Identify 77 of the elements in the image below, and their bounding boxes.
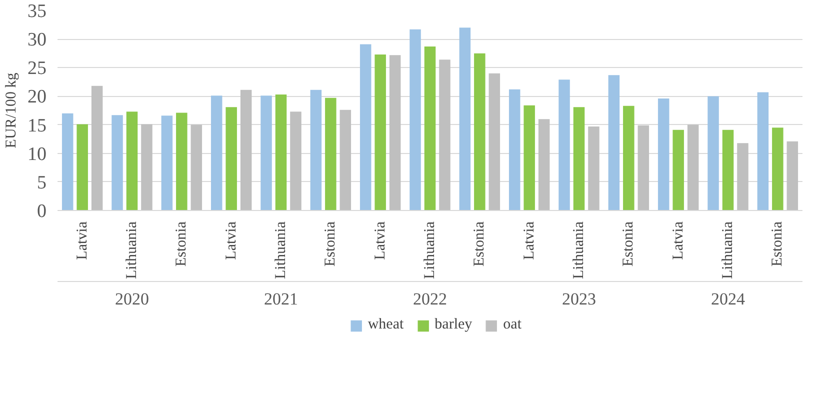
x-tick-label: Estonia [322,221,339,266]
bar [91,86,103,210]
y-tick-label: 30 [28,30,46,51]
bar [62,113,74,210]
bar [772,128,784,210]
bar [538,119,550,210]
bar [374,54,386,210]
bar [573,107,585,210]
text: 2021 [264,290,298,308]
x-tick-label: Latvia [372,221,388,260]
legend-label: barley [434,316,472,334]
bar [558,80,570,210]
x-tick-label: Estonia [472,221,488,266]
y-tick-label: 0 [37,201,46,222]
bar [190,124,202,210]
y-axis-title: EUR/100 kg [4,72,20,148]
bar [658,98,670,210]
bar [226,107,237,210]
bar [112,115,123,210]
bar [708,96,719,210]
x-tick-label: Lithuania [273,221,289,279]
bar [722,130,734,210]
x-tick-label: Latvia [223,221,240,260]
text: 2024 [711,290,746,308]
bar [141,124,152,210]
bar [240,90,252,210]
bar [672,130,684,210]
y-tick-label: 20 [28,86,46,108]
bar [439,60,450,210]
bar [340,110,352,210]
y-tick-label: 35 [28,1,46,22]
text: 2020 [115,290,149,308]
x-tick-label: Lithuania [422,221,438,279]
bar [389,55,401,210]
y-tick-label: 15 [28,115,46,136]
y-tick-label: 25 [28,58,46,80]
bar [508,89,520,210]
bar [786,141,798,210]
bar [638,125,650,210]
bar [176,112,188,210]
bar [275,94,287,210]
y-tick-label: 10 [28,144,46,165]
bar [126,112,138,210]
bar [325,98,336,210]
bar [623,106,634,210]
bar [210,96,222,210]
bar [424,46,436,210]
x-tick-label: Estonia [620,221,637,266]
bar [260,96,272,210]
x-tick-label: Latvia [74,221,90,260]
bar [757,92,769,210]
bar [474,53,486,210]
bar [360,44,372,210]
bar [161,116,173,210]
bar [588,126,600,210]
x-tick-label: Lithuania [124,221,140,279]
bar [76,124,88,210]
x-tick-label: Estonia [174,221,190,266]
legend-label: oat [503,316,522,334]
x-tick-label: Estonia [770,221,786,266]
bar [524,105,535,210]
bar [310,90,322,210]
text: 2022 [413,290,447,308]
bar [737,143,748,210]
bar [488,73,500,210]
bar [410,29,421,210]
bar [687,124,699,210]
bar [290,112,302,210]
x-tick-label: Lithuania [720,221,736,279]
text: 2023 [562,290,596,308]
legend-label: wheat [368,316,404,334]
bar [608,75,620,210]
x-tick-label: Latvia [521,221,538,260]
x-tick-label: Lithuania [571,221,587,279]
x-tick-label: Latvia [670,221,686,260]
y-tick-label: 5 [37,172,46,194]
bar [459,28,471,210]
